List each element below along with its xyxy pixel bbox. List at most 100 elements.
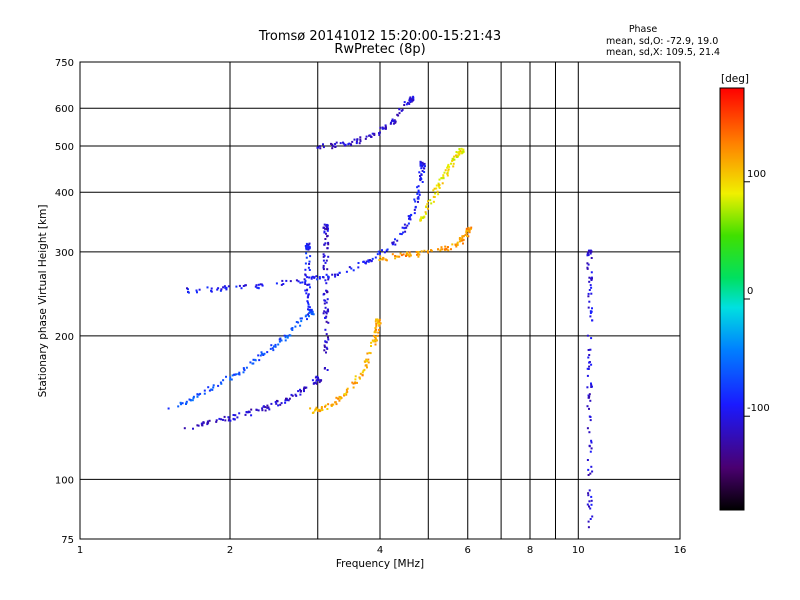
data-point: [322, 276, 325, 279]
data-point: [419, 160, 422, 163]
data-point: [308, 315, 310, 318]
data-point: [458, 150, 461, 153]
data-point: [377, 331, 380, 334]
data-point: [409, 254, 412, 257]
data-point: [322, 146, 325, 149]
y-tick-label: 500: [55, 142, 74, 153]
data-point: [325, 301, 328, 304]
data-point: [458, 240, 461, 243]
data-point: [225, 375, 227, 378]
data-point: [245, 366, 248, 369]
data-point: [356, 381, 358, 384]
data-point: [324, 238, 327, 240]
data-point: [381, 127, 384, 130]
data-point: [379, 255, 382, 258]
data-point: [452, 165, 455, 168]
data-point: [408, 217, 410, 220]
data-point: [306, 243, 309, 246]
data-point: [322, 255, 325, 258]
data-point: [370, 345, 372, 347]
data-point: [416, 192, 419, 195]
data-point: [423, 162, 426, 165]
data-point: [366, 366, 368, 369]
data-point: [291, 329, 294, 331]
data-point: [359, 136, 362, 139]
data-point: [337, 274, 339, 276]
data-point: [201, 424, 204, 427]
data-point: [587, 474, 590, 476]
data-point: [370, 135, 372, 138]
data-point: [167, 407, 170, 410]
data-point: [325, 346, 328, 349]
data-point: [466, 229, 469, 232]
data-point: [323, 310, 326, 313]
data-point: [335, 141, 338, 144]
data-point: [440, 177, 443, 180]
data-point: [409, 253, 412, 256]
data-point: [587, 468, 590, 471]
data-point: [409, 100, 412, 103]
data-point: [420, 178, 423, 180]
data-point: [361, 374, 364, 377]
data-point: [589, 399, 592, 402]
data-point: [271, 347, 274, 350]
data-point: [217, 287, 220, 290]
data-point: [320, 409, 323, 412]
data-point: [588, 396, 590, 399]
data-point: [587, 306, 590, 309]
data-point: [257, 409, 260, 412]
data-point: [244, 413, 247, 416]
data-point: [590, 250, 593, 253]
data-point: [212, 386, 215, 389]
data-point: [242, 285, 245, 287]
data-point: [440, 246, 443, 249]
data-point: [435, 187, 438, 190]
data-point: [377, 321, 379, 324]
data-point: [307, 308, 309, 311]
data-point: [232, 414, 235, 416]
data-point: [458, 152, 460, 155]
data-point: [429, 199, 432, 202]
data-point: [327, 243, 330, 246]
x-tick-label: 8: [527, 545, 533, 556]
data-point: [297, 390, 300, 393]
data-point: [325, 312, 328, 315]
data-point: [313, 276, 316, 279]
data-point: [264, 409, 267, 412]
data-point: [316, 379, 319, 382]
data-point: [274, 345, 277, 348]
stats-x-line: mean, sd,X: 109.5, 21.4: [606, 47, 720, 58]
data-point: [365, 358, 368, 361]
data-point: [304, 273, 307, 276]
data-point: [402, 231, 405, 234]
data-point: [291, 394, 294, 397]
data-point: [417, 255, 420, 258]
data-point: [266, 404, 269, 407]
data-point: [361, 371, 364, 374]
data-point: [322, 259, 325, 262]
data-point: [421, 181, 424, 183]
data-point: [373, 134, 376, 136]
data-point: [310, 276, 313, 279]
data-point: [327, 278, 330, 281]
data-point: [378, 320, 381, 323]
data-point: [586, 367, 589, 370]
data-point: [234, 414, 237, 417]
data-point: [262, 354, 265, 356]
data-point: [437, 248, 439, 251]
data-point: [380, 258, 383, 261]
data-point: [305, 292, 308, 295]
data-point: [345, 393, 348, 396]
data-point: [320, 407, 323, 410]
data-point: [423, 167, 426, 170]
data-point: [286, 336, 289, 339]
data-point: [261, 407, 264, 410]
x-tick-label: 1: [77, 545, 83, 556]
data-point: [208, 389, 211, 392]
data-point: [315, 406, 318, 409]
data-point: [589, 518, 592, 520]
trace-vertical-stripe-2-8-mhz: [304, 242, 312, 316]
data-point: [586, 374, 589, 377]
data-point: [411, 99, 414, 101]
data-point: [354, 378, 357, 381]
